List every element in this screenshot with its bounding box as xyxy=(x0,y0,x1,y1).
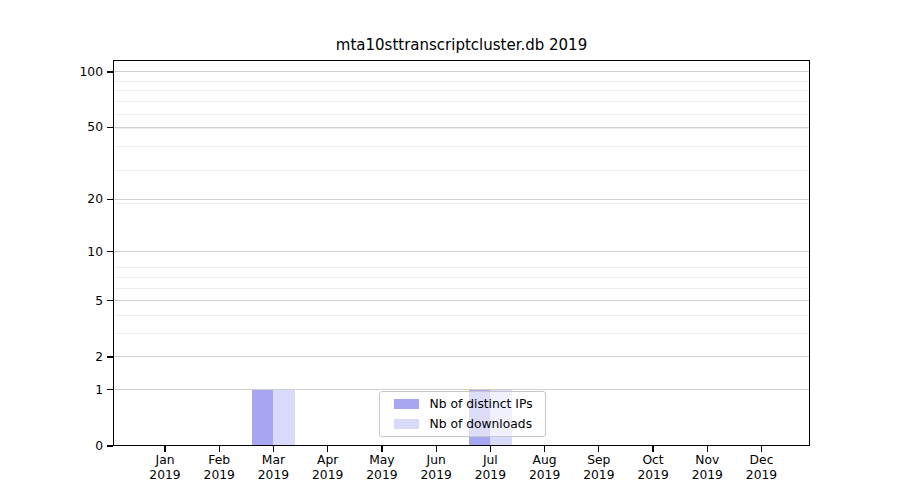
y-tick-label: 100 xyxy=(38,64,103,80)
x-tick-mark xyxy=(164,446,165,452)
y-tick-label: 10 xyxy=(38,244,103,260)
major-gridline xyxy=(113,251,810,252)
minor-gridline xyxy=(113,333,810,334)
minor-gridline xyxy=(113,101,810,102)
x-tick-label: Dec2019 xyxy=(730,453,794,483)
x-tick-mark xyxy=(652,446,653,452)
y-tick-label: 50 xyxy=(38,119,103,135)
x-tick-mark xyxy=(273,446,274,452)
legend: Nb of distinct IPs Nb of downloads xyxy=(379,391,546,437)
bar-downloads xyxy=(273,390,295,446)
minor-gridline xyxy=(113,128,810,129)
bar-distinct-ips xyxy=(252,390,274,446)
y-tick-label: 0 xyxy=(38,438,103,454)
x-tick-mark xyxy=(490,446,491,452)
x-tick-mark xyxy=(327,446,328,452)
y-tick-label: 2 xyxy=(38,349,103,365)
chart-figure: mta10sttranscriptcluster.db 2019 Nb of d… xyxy=(0,0,900,500)
minor-gridline xyxy=(113,146,810,147)
x-tick-month: Dec xyxy=(730,453,794,468)
minor-gridline xyxy=(113,81,810,82)
x-tick-mark xyxy=(761,446,762,452)
major-gridline xyxy=(113,356,810,357)
legend-item: Nb of downloads xyxy=(394,417,545,431)
major-gridline xyxy=(113,199,810,200)
x-tick-mark xyxy=(598,446,599,452)
x-tick-year: 2019 xyxy=(730,468,794,483)
y-tick-mark xyxy=(107,445,113,446)
x-tick-mark xyxy=(707,446,708,452)
x-tick-mark xyxy=(544,446,545,452)
legend-swatch xyxy=(394,419,419,429)
x-tick-mark xyxy=(381,446,382,452)
legend-label: Nb of distinct IPs xyxy=(430,397,533,411)
plot-area: Nb of distinct IPs Nb of downloads xyxy=(113,60,810,446)
minor-gridline xyxy=(113,170,810,171)
major-gridline xyxy=(113,300,810,301)
minor-gridline xyxy=(113,267,810,268)
major-gridline xyxy=(113,71,810,72)
minor-gridline xyxy=(113,203,810,204)
minor-gridline xyxy=(113,288,810,289)
x-tick-mark xyxy=(436,446,437,452)
minor-gridline xyxy=(113,277,810,278)
minor-gridline xyxy=(113,90,810,91)
y-tick-label: 5 xyxy=(38,293,103,309)
legend-swatch xyxy=(394,399,419,409)
y-tick-label: 20 xyxy=(38,191,103,207)
minor-gridline xyxy=(113,315,810,316)
y-tick-label: 1 xyxy=(38,382,103,398)
x-tick-mark xyxy=(219,446,220,452)
legend-item: Nb of distinct IPs xyxy=(394,397,545,411)
minor-gridline xyxy=(113,114,810,115)
chart-title: mta10sttranscriptcluster.db 2019 xyxy=(113,35,810,55)
legend-label: Nb of downloads xyxy=(430,417,533,431)
